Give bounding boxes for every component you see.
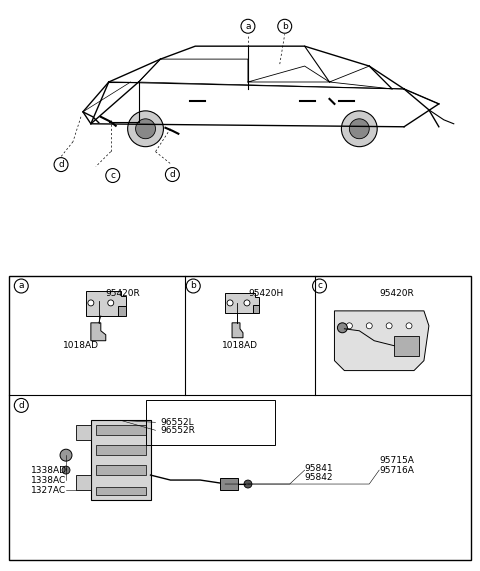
Polygon shape	[253, 305, 259, 313]
Text: d: d	[18, 401, 24, 410]
Circle shape	[244, 300, 250, 306]
Circle shape	[349, 119, 369, 139]
Circle shape	[406, 323, 412, 329]
Polygon shape	[91, 420, 151, 500]
Circle shape	[62, 466, 70, 474]
Circle shape	[108, 300, 114, 306]
Polygon shape	[232, 323, 243, 337]
Circle shape	[337, 323, 348, 333]
Text: c: c	[110, 171, 115, 180]
Circle shape	[128, 111, 164, 147]
Circle shape	[88, 300, 94, 306]
Polygon shape	[86, 291, 126, 316]
Circle shape	[60, 449, 72, 461]
Bar	[96, 487, 145, 495]
Text: d: d	[58, 160, 64, 169]
Text: 1018AD: 1018AD	[63, 341, 99, 350]
Text: 95716A: 95716A	[379, 465, 414, 475]
Text: b: b	[282, 22, 288, 31]
Text: 1338AD: 1338AD	[31, 465, 67, 475]
Bar	[220, 478, 238, 490]
Text: 95420R: 95420R	[379, 289, 414, 299]
Circle shape	[136, 119, 156, 139]
Text: 95420H: 95420H	[248, 289, 283, 299]
Polygon shape	[118, 306, 126, 316]
Text: 95842: 95842	[305, 473, 333, 481]
Text: 1327AC: 1327AC	[31, 485, 66, 494]
Bar	[9, 276, 471, 560]
Text: b: b	[191, 282, 196, 291]
Circle shape	[386, 323, 392, 329]
Polygon shape	[225, 293, 259, 313]
Text: 95841: 95841	[305, 464, 333, 473]
Polygon shape	[76, 475, 91, 490]
Bar	[96, 465, 145, 475]
Text: 95715A: 95715A	[379, 456, 414, 465]
Circle shape	[366, 323, 372, 329]
Text: d: d	[169, 170, 175, 179]
Text: 1338AC: 1338AC	[31, 476, 66, 485]
Polygon shape	[76, 425, 91, 440]
Text: 1018AD: 1018AD	[222, 341, 258, 350]
Bar	[96, 425, 145, 435]
Text: 96552R: 96552R	[160, 426, 195, 435]
Text: a: a	[19, 282, 24, 291]
Bar	[394, 336, 419, 356]
Circle shape	[244, 480, 252, 488]
Text: c: c	[317, 282, 322, 291]
Text: a: a	[245, 22, 251, 31]
Text: 95420R: 95420R	[106, 289, 141, 299]
Bar	[96, 445, 145, 455]
Circle shape	[341, 111, 377, 147]
Circle shape	[227, 300, 233, 306]
Polygon shape	[335, 311, 429, 371]
Polygon shape	[91, 323, 106, 341]
Bar	[145, 400, 275, 445]
Text: 96552L: 96552L	[160, 418, 194, 427]
Circle shape	[347, 323, 352, 329]
